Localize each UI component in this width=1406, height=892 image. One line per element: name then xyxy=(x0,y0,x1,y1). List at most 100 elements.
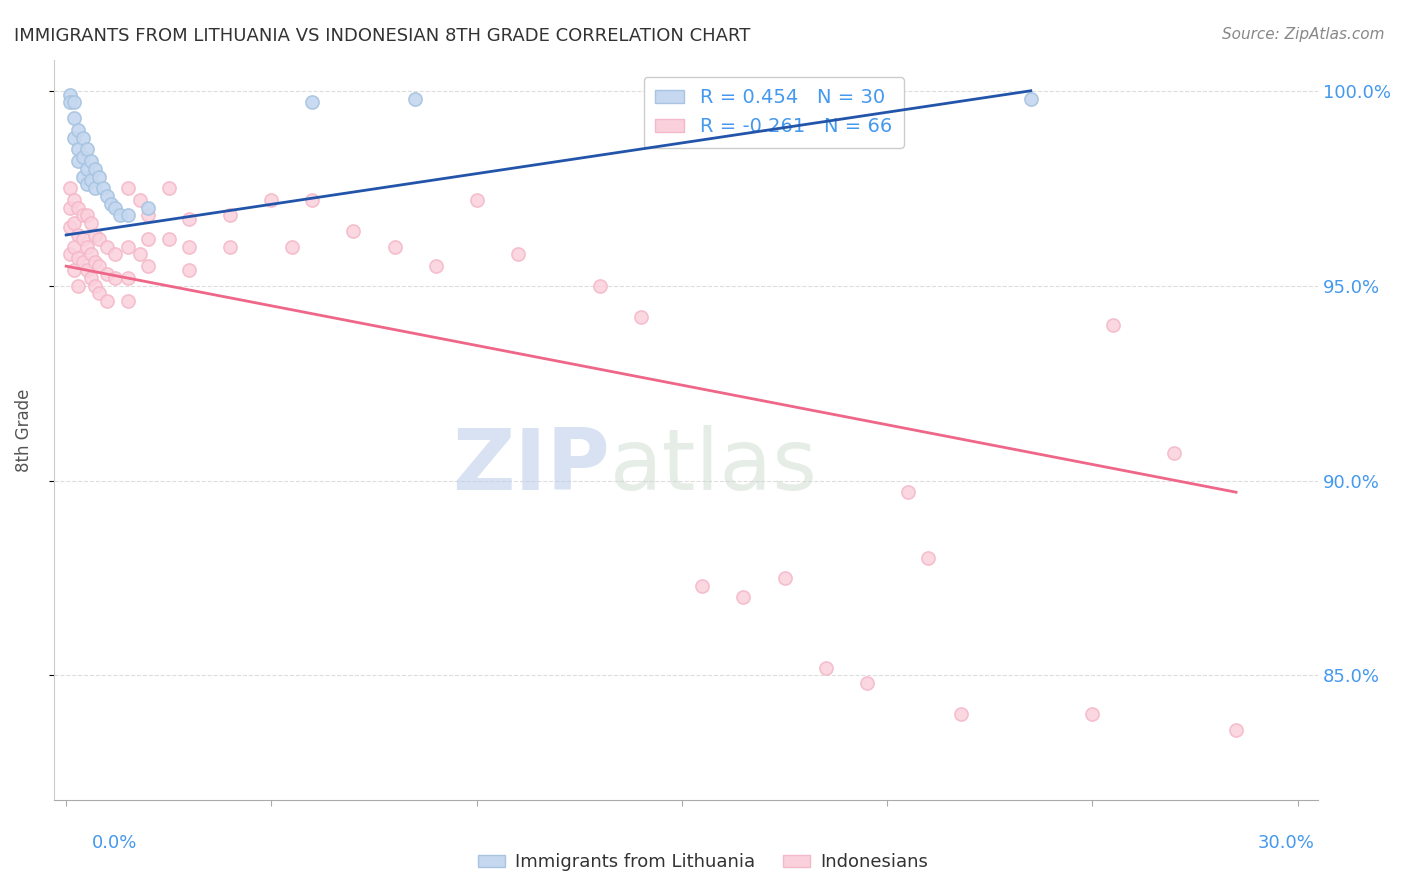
Point xyxy=(301,193,323,207)
Point xyxy=(814,660,837,674)
Point xyxy=(219,209,242,223)
Point xyxy=(67,142,90,156)
Y-axis label: 8th Grade: 8th Grade xyxy=(15,388,32,472)
Point xyxy=(104,201,127,215)
Point xyxy=(404,92,426,106)
Point xyxy=(1081,707,1104,722)
Point xyxy=(72,169,94,184)
Point xyxy=(59,95,82,110)
Point xyxy=(67,201,90,215)
Point xyxy=(129,247,152,261)
Point xyxy=(76,209,98,223)
Point xyxy=(87,169,110,184)
Point xyxy=(1163,446,1185,460)
Point xyxy=(59,87,82,102)
Point xyxy=(917,551,939,566)
Point xyxy=(67,278,90,293)
Point xyxy=(219,240,242,254)
Point xyxy=(506,247,529,261)
Point xyxy=(72,255,94,269)
Point xyxy=(589,278,612,293)
Point xyxy=(63,193,86,207)
Point xyxy=(129,193,152,207)
Point xyxy=(1225,723,1247,737)
Point xyxy=(773,571,796,585)
Point xyxy=(425,259,447,273)
Text: 30.0%: 30.0% xyxy=(1258,834,1315,852)
Point xyxy=(67,122,90,136)
Point xyxy=(80,216,103,230)
Point xyxy=(87,286,110,301)
Point xyxy=(67,252,90,266)
Point xyxy=(260,193,283,207)
Point xyxy=(59,247,82,261)
Point xyxy=(72,209,94,223)
Point xyxy=(384,240,406,254)
Point xyxy=(136,259,159,273)
Point xyxy=(76,178,98,192)
Point xyxy=(117,270,139,285)
Point xyxy=(136,232,159,246)
Point xyxy=(87,232,110,246)
Point xyxy=(63,130,86,145)
Point xyxy=(63,111,86,125)
Legend: Immigrants from Lithuania, Indonesians: Immigrants from Lithuania, Indonesians xyxy=(471,847,935,879)
Text: 0.0%: 0.0% xyxy=(91,834,136,852)
Point xyxy=(80,270,103,285)
Point xyxy=(72,150,94,164)
Point xyxy=(59,201,82,215)
Point xyxy=(59,220,82,235)
Point xyxy=(117,240,139,254)
Point xyxy=(80,247,103,261)
Point xyxy=(855,676,877,690)
Point xyxy=(179,263,201,277)
Text: ZIP: ZIP xyxy=(453,425,610,508)
Point xyxy=(281,240,304,254)
Point xyxy=(67,153,90,168)
Point xyxy=(179,240,201,254)
Point xyxy=(630,310,652,324)
Point xyxy=(96,267,118,281)
Point xyxy=(96,189,118,203)
Point xyxy=(692,579,714,593)
Point xyxy=(91,181,114,195)
Point xyxy=(63,263,86,277)
Point xyxy=(117,181,139,195)
Point xyxy=(117,209,139,223)
Point xyxy=(67,227,90,242)
Point xyxy=(465,193,488,207)
Point xyxy=(96,294,118,309)
Point xyxy=(104,247,127,261)
Text: IMMIGRANTS FROM LITHUANIA VS INDONESIAN 8TH GRADE CORRELATION CHART: IMMIGRANTS FROM LITHUANIA VS INDONESIAN … xyxy=(14,27,751,45)
Point xyxy=(76,240,98,254)
Point xyxy=(342,224,364,238)
Point xyxy=(136,201,159,215)
Point xyxy=(80,173,103,187)
Text: atlas: atlas xyxy=(610,425,818,508)
Point xyxy=(83,278,105,293)
Point xyxy=(794,92,817,106)
Point xyxy=(897,485,920,500)
Point xyxy=(63,240,86,254)
Point xyxy=(63,216,86,230)
Point xyxy=(76,161,98,176)
Point xyxy=(76,263,98,277)
Point xyxy=(83,161,105,176)
Point xyxy=(76,142,98,156)
Point xyxy=(87,259,110,273)
Point xyxy=(117,294,139,309)
Point xyxy=(100,196,122,211)
Point xyxy=(108,209,131,223)
Point xyxy=(733,591,755,605)
Point xyxy=(1019,92,1042,106)
Point xyxy=(59,181,82,195)
Point xyxy=(950,707,973,722)
Point xyxy=(72,130,94,145)
Text: Source: ZipAtlas.com: Source: ZipAtlas.com xyxy=(1222,27,1385,42)
Point xyxy=(157,181,180,195)
Point xyxy=(96,240,118,254)
Point xyxy=(80,153,103,168)
Point xyxy=(104,270,127,285)
Point xyxy=(1102,318,1125,332)
Point xyxy=(83,255,105,269)
